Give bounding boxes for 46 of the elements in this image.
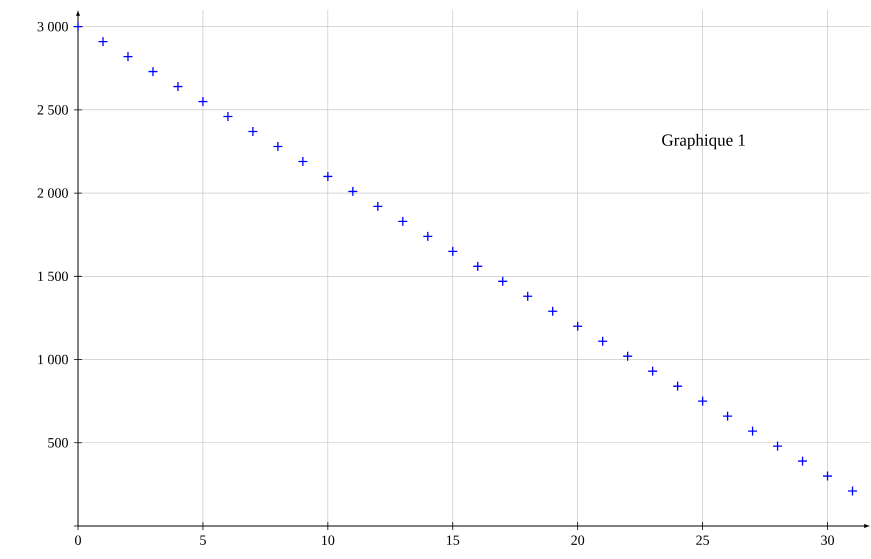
point — [572, 321, 583, 332]
point — [98, 36, 108, 47]
point — [298, 156, 308, 167]
y-tick-label: 500 — [48, 438, 68, 448]
x-tick-label: 0 — [75, 536, 81, 545]
point — [198, 96, 208, 107]
point — [847, 486, 858, 496]
point — [372, 201, 383, 212]
y-tick-label: 3 000 — [38, 22, 68, 32]
point — [248, 126, 258, 137]
point — [172, 81, 184, 92]
point — [448, 246, 458, 256]
point — [722, 410, 733, 422]
annotation: Graphique 1 — [662, 134, 745, 150]
point — [422, 231, 433, 242]
x-tick-label: 15 — [446, 536, 460, 545]
point — [122, 51, 134, 62]
point — [148, 66, 158, 77]
point — [647, 366, 658, 376]
point — [598, 336, 608, 346]
point — [672, 381, 683, 392]
point — [747, 426, 758, 436]
x-tick-label: 5 — [200, 536, 206, 545]
y-tick-label: 1 500 — [38, 272, 68, 282]
point — [622, 351, 633, 362]
y-tick-label: 1 000 — [38, 354, 68, 364]
x-tick-label: 30 — [821, 536, 834, 545]
point — [797, 456, 808, 466]
point — [498, 276, 508, 286]
point — [697, 396, 708, 406]
point — [398, 216, 408, 227]
point — [72, 21, 84, 32]
point — [322, 171, 333, 182]
x-tick-label: 10 — [322, 536, 334, 545]
point — [222, 111, 234, 122]
point — [548, 306, 558, 316]
point — [348, 186, 358, 197]
point — [822, 470, 833, 482]
x-tick-label: 20 — [571, 536, 584, 545]
y-tick-label: 2 500 — [38, 105, 68, 115]
point — [472, 261, 483, 272]
x-tick-label: 25 — [696, 536, 710, 545]
point — [772, 440, 783, 452]
point — [272, 141, 284, 152]
y-tick-label: 2 000 — [38, 188, 68, 198]
point — [522, 291, 533, 302]
